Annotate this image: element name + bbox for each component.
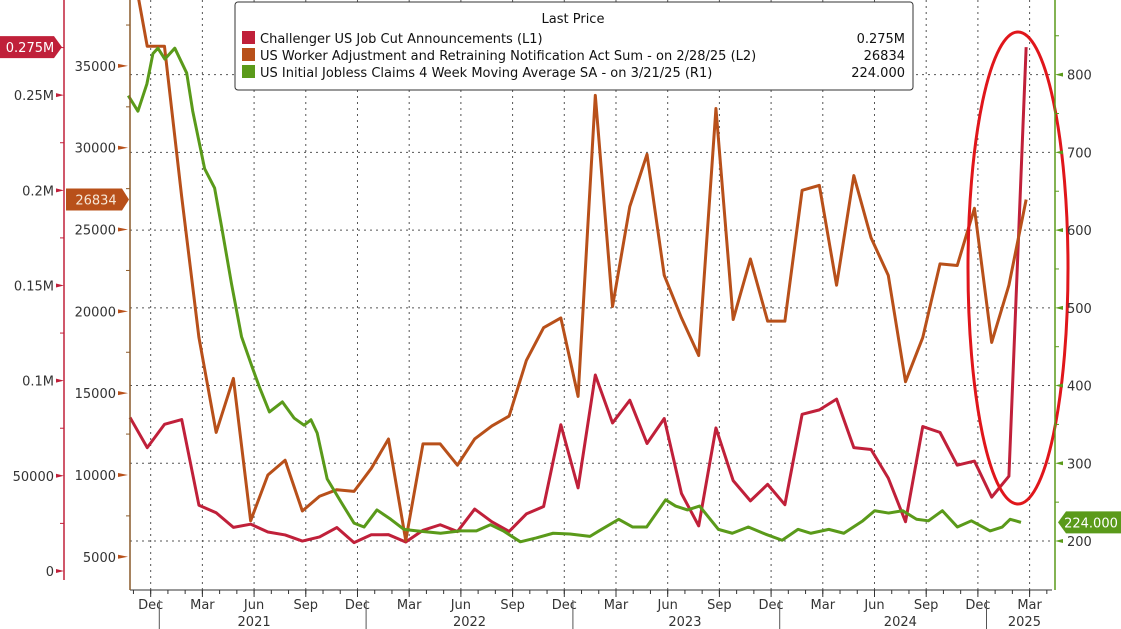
series-line-l2 (137, 0, 1028, 542)
x-month-label: Dec (552, 598, 577, 613)
legend-value-l2: 26834 (864, 49, 905, 64)
l1-tick-mark (56, 568, 64, 573)
x-year-label: 2024 (884, 615, 917, 629)
l2-tick-label: 35000 (75, 60, 116, 75)
x-month-label: Jun (863, 598, 884, 613)
l2-last-value-tag (66, 188, 129, 211)
series-line-r1 (127, 46, 1022, 544)
l2-tick-mark (118, 309, 128, 314)
l1-last-value-text: 0.275M (6, 41, 54, 56)
legend-swatch-l1 (242, 31, 255, 44)
l2-tick-mark (118, 63, 128, 68)
l1-last-value-tag (0, 36, 62, 59)
r1-tick-mark (1055, 383, 1063, 388)
l1-tick-label: 0.2M (22, 184, 54, 199)
l1-tick-label: 50000 (13, 470, 54, 485)
l1-tick-label: 0.1M (22, 375, 54, 390)
r1-tick-label: 600 (1067, 224, 1092, 239)
legend-label-l1: Challenger US Job Cut Announcements (L1) (260, 32, 543, 47)
x-year-label: 2022 (453, 615, 486, 629)
l2-tick-label: 15000 (75, 387, 116, 402)
l1-tick-label: 0.15M (14, 279, 54, 294)
x-month-label: Sep (500, 598, 525, 613)
x-month-label: Jun (450, 598, 471, 613)
x-month-label: Mar (190, 598, 215, 613)
legend-swatch-l2 (242, 48, 255, 61)
r1-tick-label: 300 (1067, 457, 1092, 472)
x-year-label: 2025 (1008, 615, 1041, 629)
l2-tick-mark (118, 227, 128, 232)
legend-label-r1: US Initial Jobless Claims 4 Week Moving … (260, 66, 712, 81)
x-month-label: Jun (657, 598, 678, 613)
l1-tick-mark (56, 283, 64, 288)
r1-tick-mark (1055, 539, 1063, 544)
l2-tick-label: 10000 (75, 469, 116, 484)
l1-tick-label: 0.25M (14, 89, 54, 104)
legend-value-l1: 0.275M (857, 32, 905, 47)
l2-tick-mark (118, 554, 128, 559)
r1-tick-mark (1055, 461, 1063, 466)
x-month-label: Mar (397, 598, 422, 613)
r1-tick-label: 700 (1067, 146, 1092, 161)
legend-title: Last Price (542, 12, 605, 27)
l2-tick-label: 25000 (75, 224, 116, 239)
r1-tick-mark (1055, 228, 1063, 233)
l1-tick-mark (56, 473, 64, 478)
r1-last-value-tag (1058, 511, 1121, 534)
r1-tick-label: 400 (1067, 380, 1092, 395)
r1-tick-label: 200 (1067, 535, 1092, 550)
series-line-l1 (128, 47, 1028, 545)
x-year-label: 2023 (668, 615, 701, 629)
r1-tick-mark (1055, 150, 1063, 155)
r1-tick-label: 500 (1067, 302, 1092, 317)
legend: Last Price Challenger US Job Cut Announc… (234, 1, 914, 91)
x-month-label: Dec (965, 598, 990, 613)
r1-tick-mark (1055, 305, 1063, 310)
l2-tick-label: 5000 (83, 551, 116, 566)
l1-tick-label: 0 (46, 565, 54, 580)
l2-tick-mark (118, 472, 128, 477)
l2-last-value-text: 26834 (75, 194, 116, 209)
l1-tick-mark (56, 93, 64, 98)
legend-value-r1: 224.000 (851, 66, 905, 81)
l2-tick-label: 30000 (75, 142, 116, 157)
l2-tick-mark (118, 391, 128, 396)
legend-label-l2: US Worker Adjustment and Retraining Noti… (260, 49, 756, 64)
x-month-label: Sep (294, 598, 319, 613)
series-lines (127, 0, 1028, 545)
x-month-label: Sep (914, 598, 939, 613)
l1-tick-mark (56, 378, 64, 383)
x-month-label: Mar (1017, 598, 1042, 613)
l2-tick-label: 20000 (75, 305, 116, 320)
r1-last-value-text: 224.000 (1064, 516, 1118, 531)
x-month-label: Dec (138, 598, 163, 613)
x-month-label: Mar (604, 598, 629, 613)
r1-tick-mark (1055, 72, 1063, 77)
x-month-label: Sep (707, 598, 732, 613)
x-year-label: 2021 (238, 615, 271, 629)
r1-tick-label: 800 (1067, 69, 1092, 84)
x-month-label: Mar (811, 598, 836, 613)
l1-tick-mark (56, 188, 64, 193)
x-month-label: Dec (345, 598, 370, 613)
l2-tick-mark (118, 145, 128, 150)
highlight-ellipse (966, 30, 1070, 506)
x-month-label: Dec (759, 598, 784, 613)
legend-swatch-r1 (242, 65, 255, 78)
x-month-label: Jun (243, 598, 264, 613)
